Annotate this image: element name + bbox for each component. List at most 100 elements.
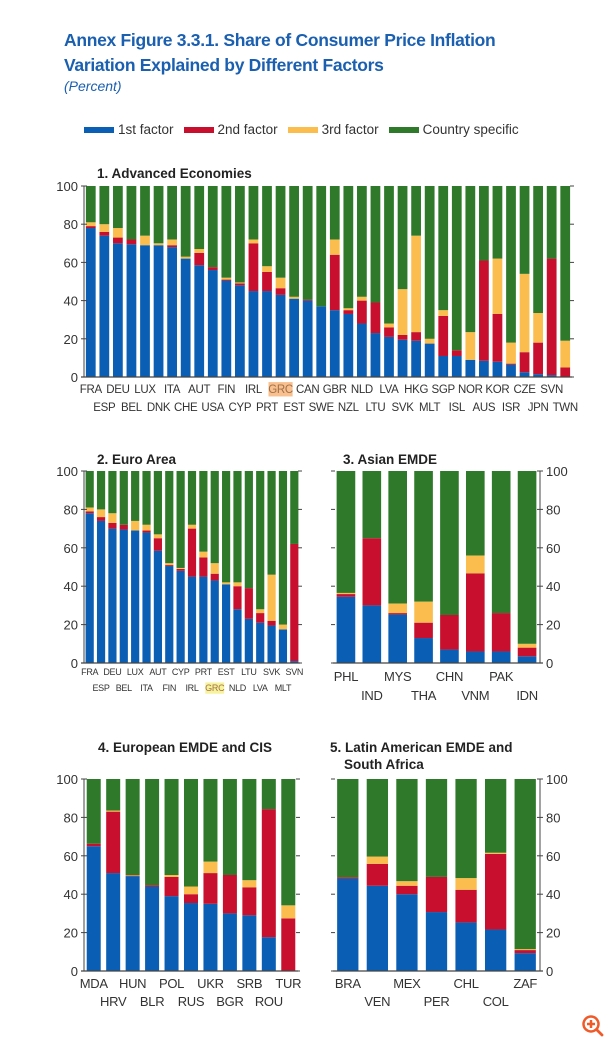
bar-segment-nzl-1st-factor — [343, 313, 354, 377]
x-tick-label: ITA — [164, 384, 181, 396]
y-tick-label: 60 — [64, 849, 78, 864]
x-tick-label: AUT — [188, 384, 210, 396]
bar-segment-bra-1st-factor — [337, 878, 359, 971]
bar-segment-svn-country-specific — [290, 471, 299, 544]
bar-segment-fin-country-specific — [221, 186, 232, 278]
highlight-box — [205, 682, 225, 694]
bar-segment-irl-country-specific — [248, 186, 259, 240]
zoom-in-icon[interactable] — [580, 1013, 606, 1039]
bar-segment-deu-country-specific — [108, 471, 117, 514]
y-tick-label: 80 — [546, 810, 560, 825]
bar-segment-zaf-1st-factor — [514, 953, 536, 971]
bar-segment-grc-2nd-factor — [275, 288, 286, 295]
x-tick-label: SGP — [432, 384, 456, 396]
legend-swatch — [183, 126, 214, 133]
bar-segment-lva-2nd-factor — [384, 327, 394, 337]
x-tick-label: ZAF — [513, 976, 537, 991]
legend-item-country-specific: Country specific — [388, 122, 519, 137]
bar-segment-sgp-1st-factor — [438, 355, 449, 377]
x-tick-label: IRL — [185, 683, 198, 693]
bar-segment-grc-3rd-factor — [275, 277, 286, 289]
bar-segment-hrv-country-specific — [106, 779, 121, 811]
bar-segment-grc-3rd-factor — [210, 563, 219, 574]
bar-segment-gbr-2nd-factor — [329, 254, 340, 311]
bar-segment-lux-1st-factor — [140, 245, 150, 377]
bar-segment-svn-1st-factor — [546, 375, 557, 377]
bar-segment-lux-country-specific — [140, 186, 150, 236]
x-tick-label: LTU — [365, 402, 385, 414]
x-tick-label: AUT — [149, 667, 167, 677]
bar-segment-nor-country-specific — [465, 186, 476, 333]
bar-segment-cze-2nd-factor — [519, 352, 530, 373]
bar-segment-ind-country-specific — [362, 471, 382, 539]
bar-segment-mlt-1st-factor — [278, 629, 288, 663]
bar-segment-grc-country-specific — [275, 186, 286, 278]
bar-segment-pak-2nd-factor — [491, 613, 511, 652]
x-tick-label: SVK — [263, 667, 280, 677]
bar-segment-lux-1st-factor — [131, 530, 140, 663]
y-tick-label: 40 — [64, 294, 78, 309]
x-tick-label: CYP — [229, 402, 252, 414]
bar-segment-fra-country-specific — [85, 471, 94, 508]
x-tick-label: KOR — [485, 384, 509, 396]
x-tick-label: UKR — [197, 976, 224, 991]
bar-segment-tur-3rd-factor — [281, 905, 296, 919]
bar-segment-mys-1st-factor — [388, 614, 408, 663]
x-tick-label: GRC — [205, 683, 225, 693]
x-tick-label: NLD — [351, 384, 373, 396]
bar-segment-isl-country-specific — [451, 186, 462, 351]
bar-segment-nzl-country-specific — [343, 186, 354, 309]
bar-segment-deu-3rd-factor — [113, 228, 123, 238]
x-tick-label: NZL — [338, 402, 360, 414]
bar-segment-chn-2nd-factor — [440, 615, 459, 650]
x-tick-label: IND — [361, 688, 383, 703]
x-tick-label: TWN — [553, 402, 578, 414]
bar-segment-ita-1st-factor — [142, 532, 151, 663]
bar-segment-blr-1st-factor — [145, 886, 160, 971]
y-tick-label: 80 — [64, 810, 78, 825]
x-tick-label: MEX — [393, 976, 421, 991]
bar-segment-cze-country-specific — [519, 186, 530, 274]
figure-title: Annex Figure 3.3.1. Share of Consumer Pr… — [64, 28, 496, 78]
bar-segment-sgp-2nd-factor — [438, 315, 449, 356]
bar-segment-deu-1st-factor — [113, 243, 123, 377]
bar-segment-bra-2nd-factor — [337, 877, 359, 879]
bar-segment-irl-3rd-factor — [248, 239, 259, 244]
bar-segment-prt-country-specific — [199, 471, 208, 552]
legend-item-2nd-factor: 2nd factor — [183, 122, 278, 137]
x-tick-label: ISR — [502, 402, 520, 414]
bar-segment-twn-country-specific — [560, 186, 571, 341]
bar-segment-mda-country-specific — [86, 779, 101, 844]
bar-segment-rus-1st-factor — [183, 903, 199, 971]
bar-segment-ukr-1st-factor — [203, 903, 218, 971]
x-tick-label: EST — [283, 402, 305, 414]
bar-segment-lva-country-specific — [384, 186, 394, 324]
bar-segment-ita-country-specific — [142, 471, 151, 525]
bar-segment-lux-3rd-factor — [131, 520, 140, 531]
bar-segment-kor-1st-factor — [492, 361, 503, 377]
bar-segment-mlt-country-specific — [278, 471, 288, 625]
bar-segment-mlt-country-specific — [424, 186, 435, 339]
x-tick-label: GRC — [268, 384, 293, 396]
bar-segment-pak-country-specific — [491, 471, 511, 614]
bar-segment-tha-2nd-factor — [414, 622, 433, 639]
x-tick-label: BLR — [140, 994, 164, 1009]
y-tick-label: 20 — [64, 618, 78, 633]
bar-segment-nld-1st-factor — [357, 323, 367, 377]
bar-segment-est-1st-factor — [289, 298, 299, 377]
bar-segment-sgp-3rd-factor — [438, 310, 449, 316]
bar-segment-mda-2nd-factor — [86, 843, 101, 847]
bar-segment-hun-1st-factor — [125, 876, 140, 971]
bar-segment-est-country-specific — [222, 471, 231, 583]
bar-segment-blr-2nd-factor — [145, 885, 160, 887]
bar-segment-fra-3rd-factor — [85, 507, 94, 512]
bar-segment-aut-2nd-factor — [153, 538, 162, 551]
legend-swatch — [388, 126, 419, 133]
x-tick-label: DNK — [147, 402, 171, 414]
bar-segment-fra-2nd-factor — [85, 226, 96, 229]
legend-label: 2nd factor — [217, 122, 278, 137]
bar-segment-ltu-country-specific — [370, 186, 381, 303]
bar-segment-esp-2nd-factor — [99, 231, 110, 236]
bar-segment-phl-2nd-factor — [336, 594, 356, 597]
bar-segment-grc-country-specific — [210, 471, 219, 564]
